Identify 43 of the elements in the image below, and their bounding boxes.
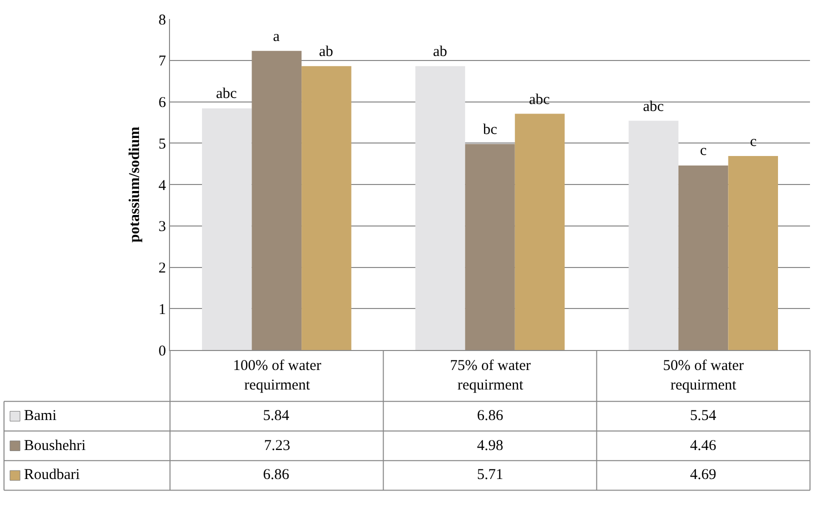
bar — [678, 165, 728, 350]
legend-label: Boushehri — [24, 438, 86, 454]
x-tick-label: 75% of water requirment — [450, 358, 531, 394]
y-tick-label: 4 — [158, 178, 166, 194]
annotation: ab — [319, 44, 334, 60]
bar — [514, 114, 565, 350]
annotation: c — [750, 134, 757, 150]
data-label: 5.84 — [263, 408, 290, 424]
annotation: bc — [483, 122, 498, 138]
bar — [202, 108, 252, 350]
annotation: a — [273, 29, 280, 45]
y-tick-label: 3 — [158, 219, 166, 236]
y-tick-label: 0 — [158, 343, 166, 360]
x-tick-label: 50% of water requirment — [663, 358, 744, 394]
data-label: 4.98 — [477, 438, 504, 454]
y-tick-label: 1 — [158, 302, 166, 318]
bar — [628, 120, 678, 350]
y-axis-title: potassium/sodium — [126, 126, 143, 242]
annotation: abc — [216, 86, 238, 102]
annotation: c — [700, 143, 707, 159]
legend-label: Bami — [24, 408, 56, 424]
data-label: 4.69 — [690, 467, 716, 483]
y-tick-label: 5 — [158, 136, 166, 152]
y-tick-label: 2 — [158, 260, 166, 276]
x-tick-label: 100% of water requirment — [233, 358, 322, 394]
legend-label: Roudbari — [24, 467, 80, 483]
y-tick-label: 8 — [158, 12, 166, 28]
data-label: 5.71 — [477, 467, 504, 483]
data-label: 7.23 — [264, 438, 290, 454]
data-label: 6.86 — [477, 408, 504, 424]
annotation: abc — [529, 92, 550, 108]
bar — [465, 144, 515, 350]
bar — [415, 66, 466, 350]
data-label: 5.54 — [690, 408, 717, 424]
y-tick-label: 7 — [158, 54, 166, 70]
bar — [302, 66, 352, 350]
bar — [252, 50, 302, 350]
bar — [728, 156, 778, 350]
y-tick-label: 6 — [158, 95, 166, 111]
annotation: abc — [643, 99, 664, 115]
data-label: 6.86 — [263, 467, 290, 483]
data-label: 4.46 — [690, 438, 717, 454]
annotation: ab — [433, 44, 448, 60]
